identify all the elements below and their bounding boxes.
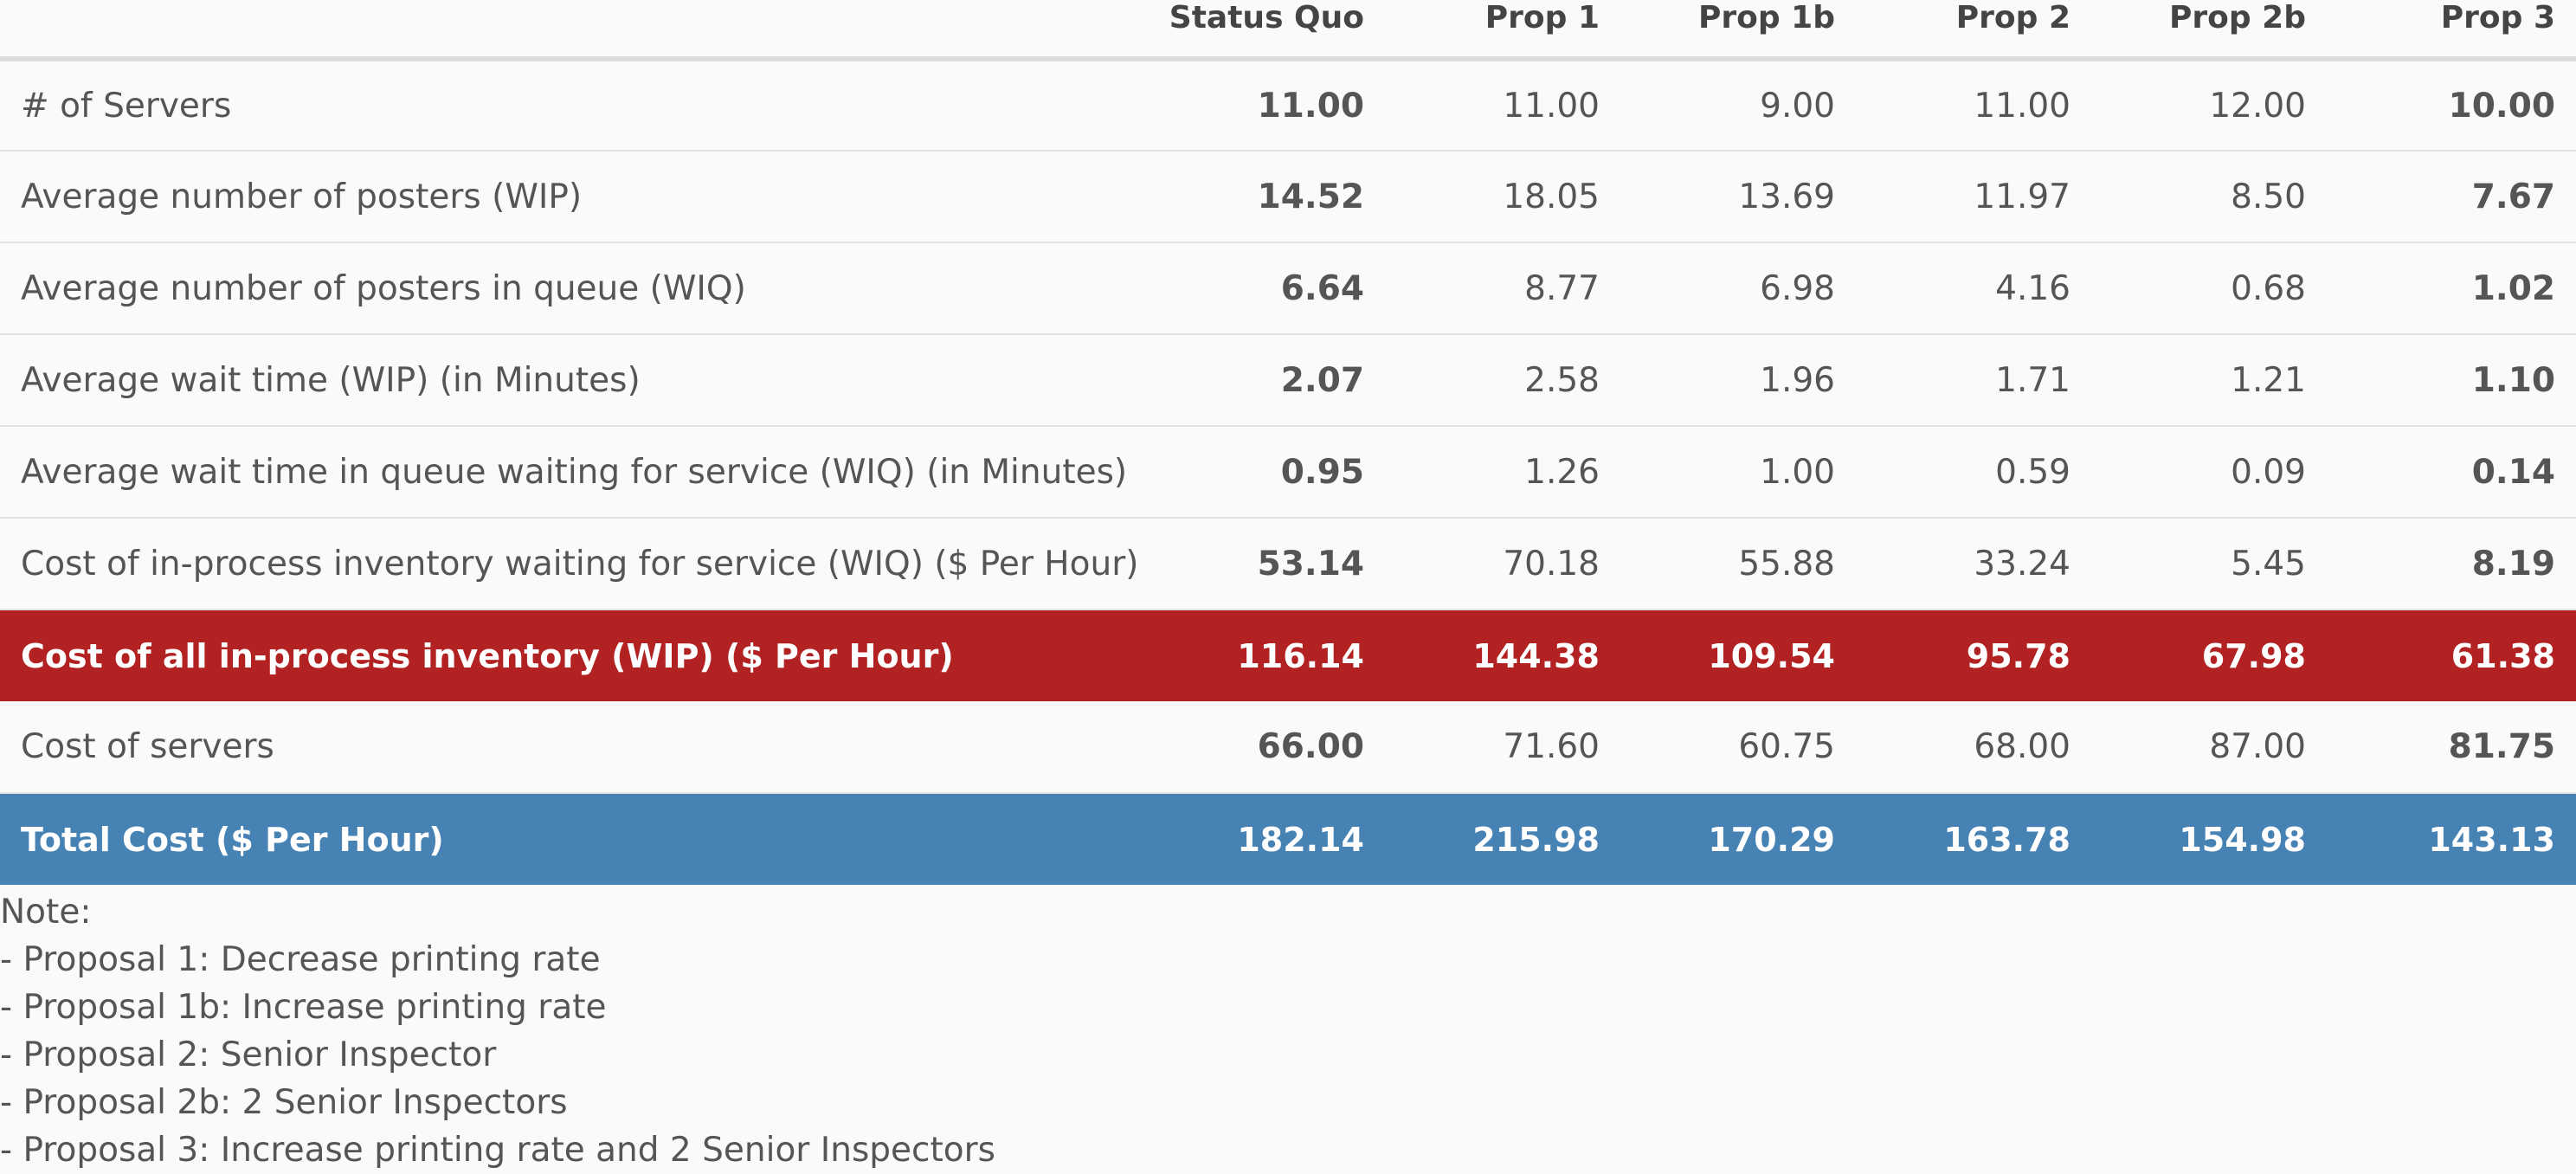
cell-prop-1b: 13.69 bbox=[1620, 151, 1856, 243]
cell-prop-3: 1.02 bbox=[2327, 242, 2576, 335]
cell-prop-1: 70.18 bbox=[1385, 518, 1620, 610]
cell-prop-3: 10.00 bbox=[2327, 59, 2576, 152]
cell-prop-1b: 9.00 bbox=[1620, 59, 1856, 152]
cell-prop-2b: 87.00 bbox=[2091, 701, 2327, 794]
cell-prop-1b: 170.29 bbox=[1620, 793, 1856, 885]
cell-prop-2: 11.97 bbox=[1856, 151, 2091, 243]
total-cost-row: Total Cost ($ Per Hour) 182.14 215.98 17… bbox=[0, 793, 2576, 885]
cell-prop-1b: 6.98 bbox=[1620, 242, 1856, 335]
cell-prop-1: 2.58 bbox=[1385, 334, 1620, 427]
cell-status-quo: 66.00 bbox=[1143, 701, 1385, 794]
cell-prop-2b: 8.50 bbox=[2091, 151, 2327, 243]
note-line: - Proposal 1b: Increase printing rate bbox=[0, 988, 607, 1027]
cell-status-quo: 182.14 bbox=[1143, 793, 1385, 885]
notes-section: Note: - Proposal 1: Decrease printing ra… bbox=[0, 888, 2576, 1174]
cell-prop-2: 1.71 bbox=[1856, 334, 2091, 427]
row-label: Average number of posters (WIP) bbox=[0, 151, 1143, 243]
header-status-quo: Status Quo bbox=[1143, 0, 1385, 61]
cell-prop-2b: 1.21 bbox=[2091, 334, 2327, 427]
cell-prop-3: 81.75 bbox=[2327, 701, 2576, 794]
cell-prop-1: 11.00 bbox=[1385, 59, 1620, 152]
cell-prop-2: 163.78 bbox=[1856, 793, 2091, 885]
cell-prop-1b: 1.00 bbox=[1620, 426, 1856, 519]
row-label: Cost of in-process inventory waiting for… bbox=[0, 518, 1143, 610]
table-header-row: Status Quo Prop 1 Prop 1b Prop 2 Prop 2b… bbox=[0, 0, 2576, 61]
cell-prop-1: 144.38 bbox=[1385, 610, 1620, 701]
cell-prop-3: 61.38 bbox=[2327, 610, 2576, 701]
table-row: Average number of posters in queue (WIQ)… bbox=[0, 242, 2576, 335]
cell-status-quo: 0.95 bbox=[1143, 426, 1385, 519]
cell-prop-2: 95.78 bbox=[1856, 610, 2091, 701]
row-label: Average number of posters in queue (WIQ) bbox=[0, 242, 1143, 335]
cell-prop-1: 71.60 bbox=[1385, 701, 1620, 794]
cell-prop-1: 215.98 bbox=[1385, 793, 1620, 885]
cell-prop-3: 7.67 bbox=[2327, 151, 2576, 243]
header-label bbox=[0, 0, 1143, 61]
cell-status-quo: 11.00 bbox=[1143, 59, 1385, 152]
row-label: Average wait time (WIP) (in Minutes) bbox=[0, 334, 1143, 427]
row-label: # of Servers bbox=[0, 59, 1143, 152]
header-prop-2: Prop 2 bbox=[1856, 0, 2091, 61]
cell-status-quo: 2.07 bbox=[1143, 334, 1385, 427]
comparison-table: Status Quo Prop 1 Prop 1b Prop 2 Prop 2b… bbox=[0, 0, 2576, 885]
row-label: Total Cost ($ Per Hour) bbox=[0, 793, 1143, 885]
row-label: Average wait time in queue waiting for s… bbox=[0, 426, 1143, 519]
note-line: - Proposal 1: Decrease printing rate bbox=[0, 940, 601, 979]
table-row: # of Servers 11.00 11.00 9.00 11.00 12.0… bbox=[0, 59, 2576, 152]
cell-prop-1b: 109.54 bbox=[1620, 610, 1856, 701]
cell-prop-1: 18.05 bbox=[1385, 151, 1620, 243]
table-row: Cost of servers 66.00 71.60 60.75 68.00 … bbox=[0, 701, 2576, 794]
header-prop-2b: Prop 2b bbox=[2091, 0, 2327, 61]
row-label: Cost of servers bbox=[0, 701, 1143, 794]
header-prop-3: Prop 3 bbox=[2327, 0, 2576, 61]
header-prop-1b: Prop 1b bbox=[1620, 0, 1856, 61]
note-line: - Proposal 3: Increase printing rate and… bbox=[0, 1131, 995, 1170]
cell-prop-2b: 67.98 bbox=[2091, 610, 2327, 701]
cell-prop-3: 143.13 bbox=[2327, 793, 2576, 885]
table-row: Average number of posters (WIP) 14.52 18… bbox=[0, 151, 2576, 243]
row-label: Cost of all in-process inventory (WIP) (… bbox=[0, 610, 1143, 701]
cell-status-quo: 14.52 bbox=[1143, 151, 1385, 243]
wip-cost-row: Cost of all in-process inventory (WIP) (… bbox=[0, 610, 2576, 701]
cell-prop-2: 11.00 bbox=[1856, 59, 2091, 152]
cell-prop-2b: 0.09 bbox=[2091, 426, 2327, 519]
cell-prop-2: 4.16 bbox=[1856, 242, 2091, 335]
cell-prop-1: 8.77 bbox=[1385, 242, 1620, 335]
cell-status-quo: 116.14 bbox=[1143, 610, 1385, 701]
header-prop-1: Prop 1 bbox=[1385, 0, 1620, 61]
cell-prop-3: 1.10 bbox=[2327, 334, 2576, 427]
cell-prop-1b: 1.96 bbox=[1620, 334, 1856, 427]
cell-prop-2b: 0.68 bbox=[2091, 242, 2327, 335]
notes-title: Note: bbox=[0, 893, 92, 932]
cell-prop-1b: 55.88 bbox=[1620, 518, 1856, 610]
note-line: - Proposal 2: Senior Inspector bbox=[0, 1035, 497, 1074]
cell-prop-2: 68.00 bbox=[1856, 701, 2091, 794]
cell-prop-2: 0.59 bbox=[1856, 426, 2091, 519]
cell-prop-2b: 5.45 bbox=[2091, 518, 2327, 610]
table-row: Average wait time in queue waiting for s… bbox=[0, 426, 2576, 519]
table-row: Cost of in-process inventory waiting for… bbox=[0, 518, 2576, 610]
table-row: Average wait time (WIP) (in Minutes) 2.0… bbox=[0, 334, 2576, 427]
cell-prop-1b: 60.75 bbox=[1620, 701, 1856, 794]
cell-prop-2: 33.24 bbox=[1856, 518, 2091, 610]
note-line: - Proposal 2b: 2 Senior Inspectors bbox=[0, 1083, 568, 1122]
cell-prop-1: 1.26 bbox=[1385, 426, 1620, 519]
cell-status-quo: 6.64 bbox=[1143, 242, 1385, 335]
cell-prop-2b: 12.00 bbox=[2091, 59, 2327, 152]
cell-prop-2b: 154.98 bbox=[2091, 793, 2327, 885]
cell-prop-3: 8.19 bbox=[2327, 518, 2576, 610]
cell-prop-3: 0.14 bbox=[2327, 426, 2576, 519]
cell-status-quo: 53.14 bbox=[1143, 518, 1385, 610]
